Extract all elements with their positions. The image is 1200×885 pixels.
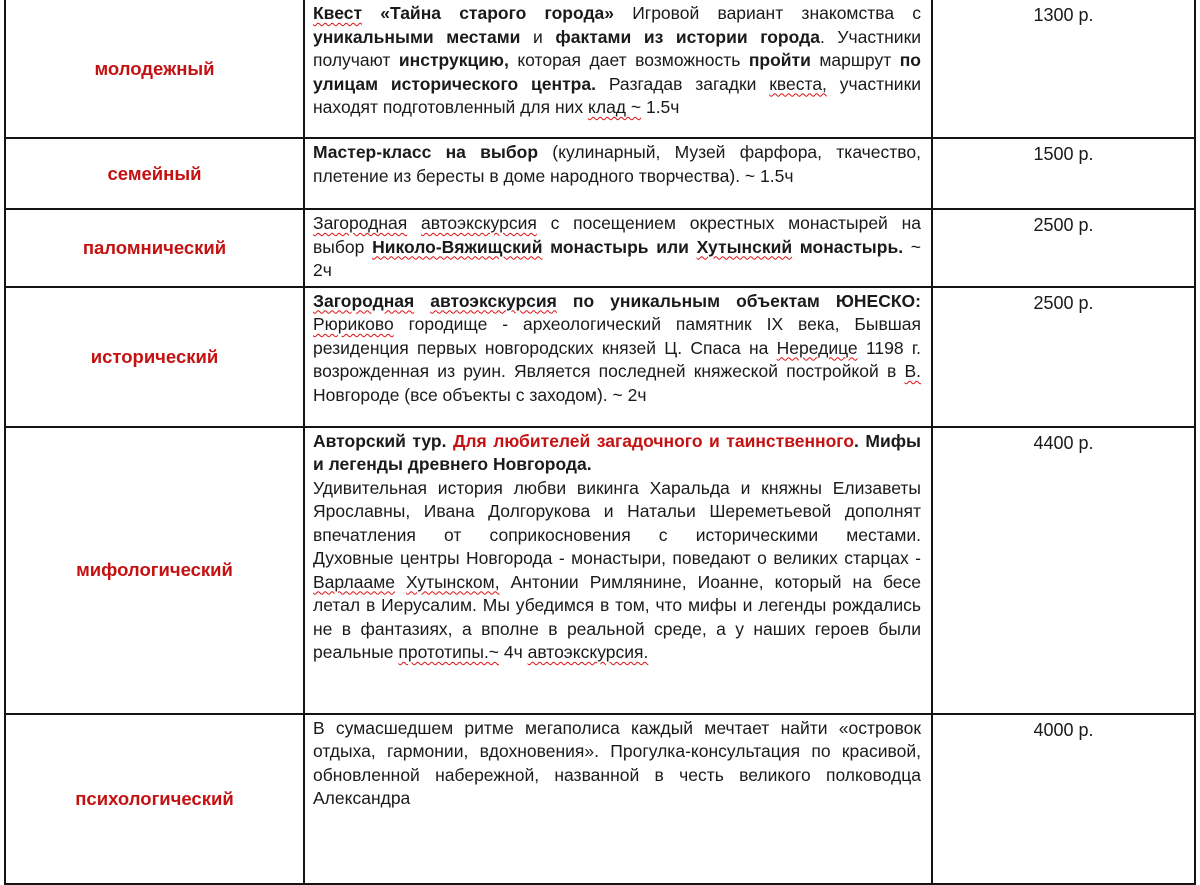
tour-type-label: молодежный	[94, 57, 215, 79]
tour-row: семейный Мастер-класс на выбор (кулинарны…	[6, 139, 1194, 210]
text-run: квеста,	[769, 73, 827, 94]
text-run: Нередице	[776, 337, 858, 358]
text-run	[414, 291, 430, 311]
text-run: монастырь.	[792, 236, 904, 257]
text-run: Духовные центры Новгорода - монастыри, п…	[313, 548, 921, 568]
tour-description-cell: Квест «Тайна старого города» Игровой вар…	[305, 0, 933, 137]
tour-row: молодежный Квест «Тайна старого города» И…	[6, 0, 1194, 139]
tour-type-label: семейный	[107, 162, 202, 184]
price-value: 4400 р.	[1033, 432, 1094, 453]
text-run: уникальными местами	[313, 26, 521, 47]
description-paragraph: Загородная автоэкскурсия по уникальным о…	[313, 290, 921, 408]
tour-description-cell: В сумасшедшем ритме мегаполиса каждый ме…	[305, 714, 933, 883]
tour-type-cell: семейный	[6, 139, 305, 208]
text-run: Загородная	[313, 290, 415, 311]
text-run: фактами из истории города	[555, 26, 820, 47]
text-run: автоэкскурсия	[420, 213, 537, 233]
text-run	[407, 213, 421, 233]
text-run: автоэкскурсия.	[527, 642, 649, 662]
text-run: Рюриково	[313, 314, 394, 334]
description-paragraph: Мастер-класс на выбор (кулинарный, Музей…	[313, 141, 921, 188]
description-paragraph: Квест «Тайна старого города» Игровой вар…	[313, 2, 921, 120]
text-run: монастырь или	[542, 236, 697, 257]
text-run: Новгороде (все объекты с заходом). ~ 2ч	[313, 384, 647, 405]
text-run: «Тайна старого города»	[362, 3, 615, 23]
tour-price-cell: 4400 р.	[933, 428, 1194, 713]
text-run: Загородная	[313, 213, 408, 233]
text-run: . Мифы и легенды древнего Новгорода.	[313, 430, 921, 475]
text-run: Варлааме	[313, 571, 395, 592]
tour-description-cell: Авторский тур. Для любителей загадочного…	[305, 427, 933, 713]
tour-description-cell: Загородная автоэкскурсия с посещением ок…	[305, 210, 933, 286]
text-run: Игровой вариант знакомства с	[614, 3, 922, 23]
text-run: автоэкскурсия	[430, 290, 557, 311]
tour-type-label: психологический	[75, 787, 234, 809]
text-run: 4ч	[499, 642, 528, 662]
text-run: городище - археологический памятник IX в…	[313, 314, 921, 358]
price-value: 2500 р.	[1033, 215, 1094, 235]
text-run: В.	[904, 361, 921, 381]
description-paragraph: Удивительная история любви викинга Харал…	[313, 477, 921, 548]
tour-price-cell: 2500 р.	[933, 210, 1194, 286]
tour-description-cell: Загородная автоэкскурсия по уникальным о…	[305, 287, 933, 426]
text-run: Удивительная история любви викинга Харал…	[313, 477, 921, 545]
tour-price-cell: 4000 р.	[933, 715, 1194, 883]
text-run: Хутынский	[696, 236, 793, 257]
text-run: Для любителей загадочного и таинственног…	[452, 430, 855, 451]
text-run: прототипы.~	[398, 642, 500, 662]
text-run: маршрут	[810, 50, 900, 70]
tour-type-label: исторический	[90, 345, 219, 367]
tour-type-cell: мифологический	[6, 427, 305, 713]
text-run: Разгадав загадки	[595, 73, 770, 94]
text-run: клад ~	[588, 97, 642, 117]
text-run: и	[520, 26, 556, 47]
text-run: Хутынском,	[406, 571, 500, 592]
tour-price-cell: 1500 р.	[933, 139, 1194, 208]
description-paragraph: Авторский тур. Для любителей загадочного…	[313, 430, 921, 477]
text-run: В сумасшедшем ритме мегаполиса каждый ме…	[313, 717, 921, 809]
tour-type-cell: исторический	[6, 287, 305, 426]
description-paragraph: Духовные центры Новгорода - монастыри, п…	[313, 547, 921, 665]
text-run: 1.5ч	[641, 97, 680, 117]
text-run: Квест	[313, 3, 363, 23]
text-run	[395, 572, 406, 592]
tour-description-cell: Мастер-класс на выбор (кулинарный, Музей…	[305, 139, 933, 208]
text-run: (кулинарный, Музей фарфора, ткачество, п…	[313, 142, 921, 186]
tour-table: молодежный Квест «Тайна старого города» И…	[4, 0, 1196, 885]
text-run: Мастер-класс на выбор	[313, 142, 539, 162]
text-run: инструкцию,	[398, 50, 509, 70]
tour-row: паломнический Загородная автоэкскурсия с …	[6, 210, 1194, 288]
text-run: 1198 г. возрожденная из руин. Является п…	[313, 337, 921, 382]
text-run: которая дает возможность	[508, 50, 749, 70]
text-run: Антонии Римлянине, Иоанне, который на бе…	[313, 571, 921, 663]
text-run: участники находят подготовленный для них	[313, 73, 922, 118]
tour-type-cell: психологический	[6, 714, 305, 883]
text-run: с посещением окрестных монастырей на выб…	[313, 213, 921, 257]
text-run: по уникальным объектам ЮНЕСКО:	[556, 290, 921, 311]
text-run: ~ 2ч	[313, 236, 921, 281]
text-run: пройти	[748, 50, 811, 70]
tour-row: мифологический Авторский тур. Для любител…	[6, 427, 1194, 715]
tour-price-cell: 1300 р.	[933, 0, 1194, 137]
tour-type-cell: молодежный	[6, 0, 305, 137]
tour-price-cell: 2500 р.	[933, 288, 1194, 426]
tour-row: исторический Загородная автоэкскурсия по …	[6, 287, 1194, 428]
tour-type-label: паломнический	[82, 236, 227, 258]
text-run: по улицам исторического центра.	[313, 50, 921, 94]
price-value: 2500 р.	[1033, 292, 1094, 313]
tour-type-cell: паломнический	[6, 210, 305, 286]
tour-type-label: мифологический	[76, 559, 233, 580]
description-paragraph: Загородная автоэкскурсия с посещением ок…	[313, 212, 921, 283]
text-run: Николо-Вяжищский	[372, 236, 543, 257]
price-value: 1500 р.	[1033, 144, 1094, 164]
text-run: . Участники получают	[313, 26, 921, 71]
text-run: Авторский тур.	[313, 430, 453, 451]
price-value: 4000 р.	[1033, 719, 1094, 740]
price-value: 1300 р.	[1033, 5, 1094, 25]
description-paragraph: В сумасшедшем ритме мегаполиса каждый ме…	[313, 717, 921, 811]
